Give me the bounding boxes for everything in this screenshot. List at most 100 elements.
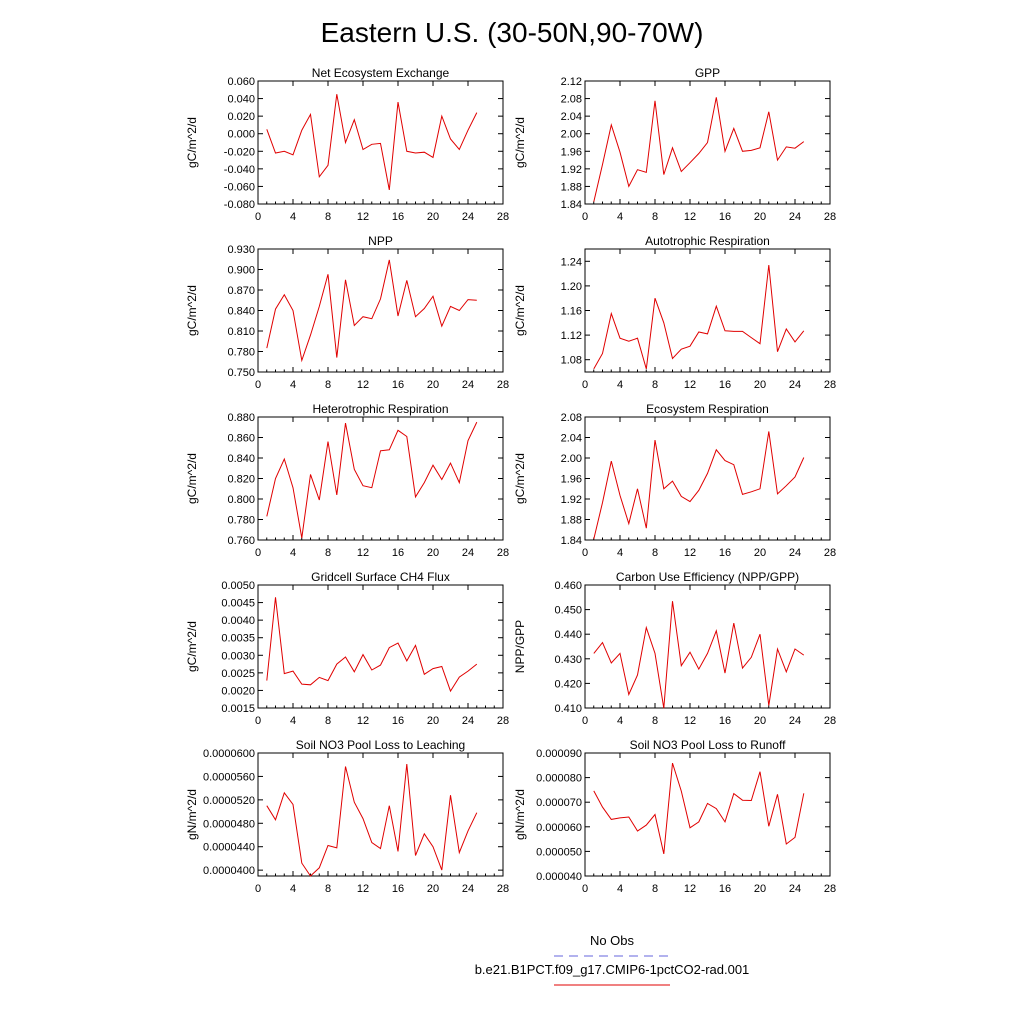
legend: No Obs b.e21.B1PCT.f09_g17.CMIP6-1pctCO2… xyxy=(475,933,750,986)
x-tick-label: 28 xyxy=(497,547,509,559)
y-tick-label: 1.08 xyxy=(561,355,582,367)
y-tick-label: 0.0000520 xyxy=(203,795,255,807)
panel-title: Autotrophic Respiration xyxy=(645,234,770,248)
x-tick-label: 20 xyxy=(427,715,439,727)
x-tick-label: 0 xyxy=(582,379,588,391)
x-tick-label: 28 xyxy=(824,883,836,895)
x-tick-label: 20 xyxy=(427,379,439,391)
x-tick-label: 20 xyxy=(754,379,766,391)
x-tick-label: 8 xyxy=(652,211,658,223)
series-line xyxy=(266,421,478,539)
y-tick-label: 0.430 xyxy=(554,654,582,666)
y-tick-label: 0.880 xyxy=(227,412,255,424)
x-tick-label: 0 xyxy=(255,211,261,223)
plot-frame xyxy=(257,584,504,709)
y-tick-label: 0.0000600 xyxy=(203,748,255,760)
y-axis-label: gN/m^2/d xyxy=(185,789,199,840)
x-tick-label: 4 xyxy=(290,883,296,895)
x-tick-label: 8 xyxy=(652,547,658,559)
y-tick-label: 1.88 xyxy=(561,181,582,193)
legend-obs-label: No Obs xyxy=(590,933,635,948)
y-tick-label: 1.96 xyxy=(561,146,582,158)
y-tick-label: 0.000080 xyxy=(536,773,582,785)
x-tick-label: 20 xyxy=(427,547,439,559)
panel-title: Soil NO3 Pool Loss to Runoff xyxy=(630,738,787,752)
x-tick-label: 28 xyxy=(824,547,836,559)
y-tick-label: 0.0015 xyxy=(221,703,255,715)
x-tick-label: 16 xyxy=(719,715,731,727)
series-line xyxy=(593,601,805,709)
y-tick-label: 2.08 xyxy=(561,412,582,424)
y-tick-label: 0.840 xyxy=(227,306,255,318)
x-tick-label: 24 xyxy=(462,883,474,895)
series-line xyxy=(593,762,805,855)
x-tick-label: 16 xyxy=(392,211,404,223)
x-tick-label: 24 xyxy=(789,715,801,727)
y-tick-label: 1.12 xyxy=(561,330,582,342)
x-tick-label: 24 xyxy=(462,715,474,727)
y-axis-label: gC/m^2/d xyxy=(185,453,199,504)
y-tick-label: 0.460 xyxy=(554,580,582,592)
series-line xyxy=(593,97,805,202)
x-tick-label: 28 xyxy=(497,211,509,223)
x-tick-label: 8 xyxy=(652,379,658,391)
y-tick-label: 0.930 xyxy=(227,244,255,256)
series-line xyxy=(266,94,478,190)
x-tick-label: 4 xyxy=(617,715,623,727)
y-tick-label: 0.860 xyxy=(227,433,255,445)
panel-9: Soil NO3 Pool Loss to Leaching gN/m^2/d 0 4… xyxy=(185,738,509,895)
x-tick-label: 4 xyxy=(617,211,623,223)
y-tick-label: 1.16 xyxy=(561,306,582,318)
series-line xyxy=(266,764,478,877)
x-tick-label: 4 xyxy=(290,211,296,223)
y-tick-label: 0.750 xyxy=(227,367,255,379)
x-tick-label: 12 xyxy=(357,883,369,895)
y-tick-label: 1.92 xyxy=(561,494,582,506)
y-tick-label: 2.04 xyxy=(561,433,582,445)
x-tick-label: 16 xyxy=(719,211,731,223)
x-tick-label: 0 xyxy=(255,883,261,895)
panel-title: Ecosystem Respiration xyxy=(646,402,769,416)
x-tick-label: 20 xyxy=(427,211,439,223)
y-tick-label: 0.900 xyxy=(227,265,255,277)
y-tick-label: 1.20 xyxy=(561,281,582,293)
y-tick-label: 0.000040 xyxy=(536,871,582,883)
x-tick-label: 4 xyxy=(617,379,623,391)
x-tick-label: 24 xyxy=(462,211,474,223)
plot-frame xyxy=(584,248,831,373)
x-tick-label: 0 xyxy=(582,211,588,223)
series-line xyxy=(593,264,805,370)
x-tick-label: 4 xyxy=(290,715,296,727)
x-tick-label: 28 xyxy=(824,211,836,223)
x-tick-label: 28 xyxy=(497,379,509,391)
y-tick-label: 0.0000400 xyxy=(203,865,255,877)
x-tick-label: 12 xyxy=(684,883,696,895)
y-axis-label: gC/m^2/d xyxy=(513,285,527,336)
panel-2: GPP gC/m^2/d 0 4 8 12 16 20 24 28 1.84 1.88 1.92 1.96… xyxy=(513,66,836,223)
x-tick-label: 28 xyxy=(824,715,836,727)
series-line xyxy=(266,259,477,363)
y-tick-label: 0.000 xyxy=(227,129,255,141)
x-tick-label: 0 xyxy=(582,547,588,559)
legend-model-label: b.e21.B1PCT.f09_g17.CMIP6-1pctCO2-rad.00… xyxy=(475,962,750,977)
x-tick-label: 0 xyxy=(255,379,261,391)
x-tick-label: 16 xyxy=(719,547,731,559)
panel-title: Soil NO3 Pool Loss to Leaching xyxy=(296,738,465,752)
y-tick-label: 0.0040 xyxy=(221,615,255,627)
y-tick-label: 0.0000440 xyxy=(203,842,255,854)
x-tick-label: 28 xyxy=(497,883,509,895)
series-line xyxy=(266,597,478,693)
y-tick-label: 0.780 xyxy=(227,515,255,527)
plot-frame xyxy=(257,248,504,373)
x-tick-label: 12 xyxy=(357,211,369,223)
y-axis-label: gN/m^2/d xyxy=(513,789,527,840)
y-tick-label: 2.08 xyxy=(561,94,582,106)
y-tick-label: 0.440 xyxy=(554,629,582,641)
x-tick-label: 4 xyxy=(617,547,623,559)
x-tick-label: 4 xyxy=(290,379,296,391)
x-tick-label: 20 xyxy=(754,547,766,559)
x-tick-label: 16 xyxy=(392,379,404,391)
x-tick-label: 28 xyxy=(497,715,509,727)
x-tick-label: 8 xyxy=(325,883,331,895)
